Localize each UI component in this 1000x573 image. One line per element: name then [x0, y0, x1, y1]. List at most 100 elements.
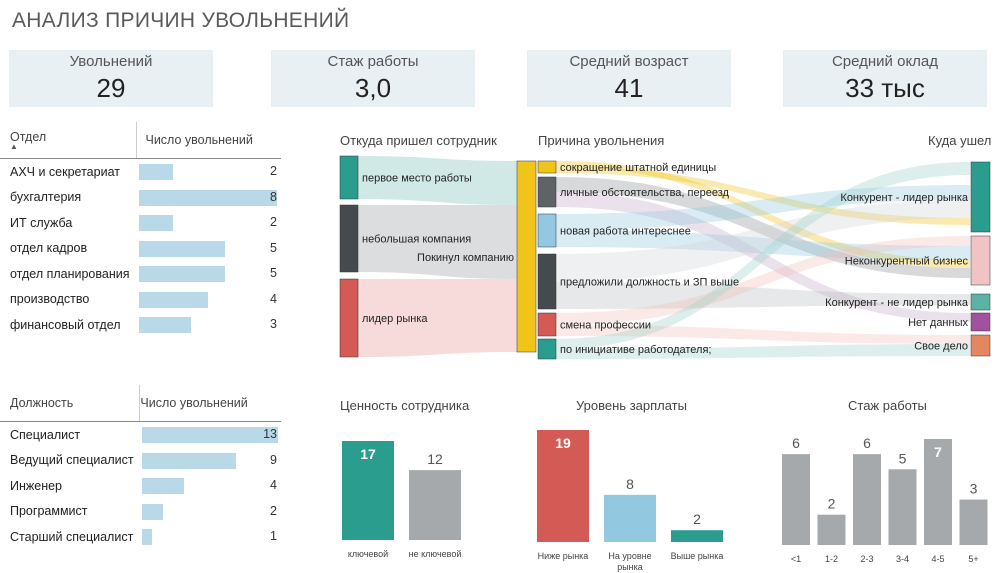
data-label: 5 — [899, 450, 907, 466]
page-title: АНАЛИЗ ПРИЧИН УВОЛЬНЕНИЙ — [12, 9, 350, 32]
kpi-value: 3,0 — [354, 73, 392, 103]
table-row[interactable]: отдел кадров 5 — [0, 236, 281, 262]
sankey-label-destination: Неконкурентный бизнес — [845, 256, 969, 268]
sankey-flow — [358, 156, 517, 205]
sankey-flow — [556, 162, 970, 349]
sankey-node-destination — [970, 334, 991, 357]
tick-label: 5+ — [968, 554, 978, 564]
tick-label: Ниже рынка — [538, 551, 589, 561]
count-value: 4 — [270, 291, 277, 306]
count-value: 2 — [270, 503, 277, 518]
bar-2 — [817, 514, 846, 545]
table-row[interactable]: производство 4 — [0, 287, 281, 313]
table-row[interactable]: Программист 2 — [0, 499, 281, 525]
count-value: 5 — [270, 266, 277, 280]
row-bar-cell: 2 — [140, 499, 281, 525]
row-bar-cell: 13 — [140, 422, 281, 448]
bar-1 — [342, 441, 394, 540]
table-row[interactable]: АХЧ и секретариат 2 — [0, 159, 281, 185]
column-header-count[interactable]: Число увольнений — [136, 122, 281, 159]
sankey-node-reason — [537, 176, 557, 208]
bar-2 — [409, 470, 461, 540]
sort-up-icon[interactable]: ▲ — [10, 141, 18, 151]
kpi-label: Средний возраст — [569, 53, 689, 70]
row-label: Старший специалист — [10, 529, 134, 544]
count-value: 3 — [270, 317, 277, 331]
data-label: 6 — [792, 435, 800, 451]
sankey-label-source: лидер рынка — [362, 313, 428, 325]
count-bar — [141, 452, 237, 469]
kpi-value: 33 тыс — [845, 73, 925, 103]
table-row[interactable]: бухгалтерия 8 — [0, 185, 281, 211]
count-value: 2 — [270, 215, 277, 229]
kpi-card-dismissals: Увольнений 29 — [9, 50, 213, 107]
row-label: АХЧ и секретариат — [10, 164, 120, 179]
sankey-flow — [556, 177, 970, 278]
row-label: бухгалтерия — [10, 190, 82, 205]
sankey-label-source: небольшая компания — [362, 234, 471, 246]
row-label: Программист — [10, 504, 88, 519]
row-label: Инженер — [10, 478, 63, 493]
data-label: 6 — [863, 435, 871, 451]
count-bar — [138, 291, 208, 308]
count-bar — [141, 427, 278, 443]
sankey-flow — [556, 167, 970, 225]
count-bar — [138, 240, 226, 257]
data-label: 2 — [693, 511, 701, 527]
sankey-label-source: первое место работы — [362, 173, 472, 185]
count-value: 9 — [270, 452, 277, 467]
table-row[interactable]: отдел планирования 5 — [0, 261, 281, 287]
chart-title-value: Ценность сотрудника — [340, 398, 470, 413]
column-header-count[interactable]: Число увольнений — [139, 385, 281, 422]
column-header-department[interactable]: Отдел ▲ — [0, 122, 137, 159]
row-label: производство — [10, 292, 90, 307]
sankey-flow — [556, 192, 970, 322]
sankey-label-reason: смена профессии — [560, 320, 651, 332]
table-row[interactable]: ИТ служба 2 — [0, 210, 281, 236]
sankey-label-center: Покинул компанию — [417, 252, 514, 264]
sankey-label-destination: Свое дело — [914, 341, 968, 353]
table-row[interactable]: Инженер 4 — [0, 473, 281, 499]
chart-title-tenure: Стаж работы — [848, 398, 927, 413]
row-bar-cell: 4 — [137, 287, 281, 313]
count-value: 1 — [270, 529, 277, 543]
sankey-nodes: первое место работы небольшая компания лид… — [339, 155, 991, 360]
sankey-node-destination — [970, 235, 991, 286]
row-bar-cell: 5 — [137, 236, 281, 262]
sankey-label-reason: сокращение штатной единицы — [560, 162, 716, 174]
department-table: Отдел ▲ Число увольнений АХЧ и секретари… — [0, 122, 281, 338]
tick-label: 1-2 — [825, 554, 838, 564]
tick-label: 2-3 — [860, 554, 873, 564]
sankey-node-destination — [970, 161, 991, 233]
data-label: 19 — [555, 435, 571, 451]
count-value: 5 — [270, 240, 277, 255]
table-row[interactable]: Ведущий специалист 9 — [0, 448, 281, 474]
table-row[interactable]: Специалист 13 — [0, 422, 281, 448]
row-label: финансовый отдел — [10, 317, 121, 332]
row-label: отдел кадров — [10, 241, 88, 256]
sankey-flow — [556, 230, 970, 260]
tick-label: <1 — [791, 554, 801, 564]
bar-3 — [853, 454, 881, 545]
sankey-label-reason: личные обстоятельства, переезд — [560, 187, 730, 199]
tick-label: рынка — [617, 562, 643, 572]
table-row[interactable]: финансовый отдел 3 — [0, 312, 281, 338]
count-bar — [138, 317, 191, 333]
tick-label: ключевой — [348, 549, 388, 559]
sankey-header-destination: Куда ушел — [928, 133, 992, 148]
row-bar-cell: 9 — [140, 448, 281, 474]
sankey-node-source — [339, 155, 359, 200]
sankey-node-reason — [537, 312, 557, 337]
table-row[interactable]: Старший специалист 1 — [0, 524, 281, 550]
column-header-position[interactable]: Должность — [0, 385, 140, 422]
count-bar — [138, 164, 174, 180]
sankey-flow — [556, 200, 970, 282]
sankey-header-reason: Причина увольнения — [538, 133, 665, 148]
row-label: Ведущий специалист — [10, 453, 134, 468]
tick-label: Выше рынка — [671, 551, 724, 561]
data-label: 12 — [427, 451, 443, 467]
sankey-node-reason — [537, 160, 557, 174]
sankey-node-source — [339, 204, 359, 273]
